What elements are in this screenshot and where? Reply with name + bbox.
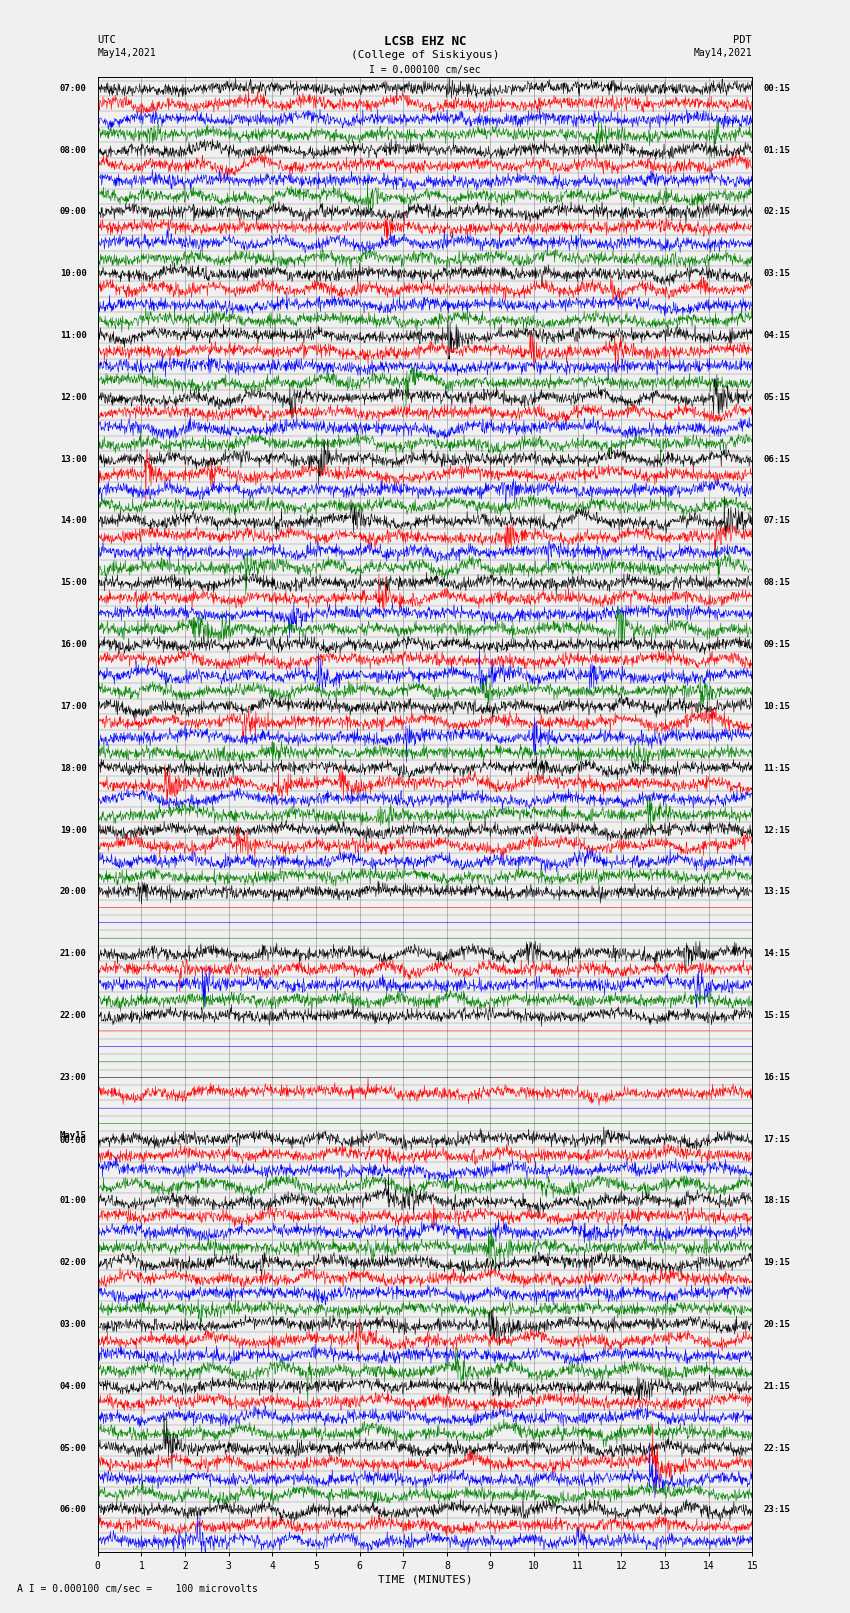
Text: 08:15: 08:15 <box>763 577 790 587</box>
Text: 14:00: 14:00 <box>60 516 87 526</box>
Text: UTC: UTC <box>98 35 116 45</box>
Text: 02:00: 02:00 <box>60 1258 87 1268</box>
Text: 05:15: 05:15 <box>763 394 790 402</box>
Text: 14:15: 14:15 <box>763 948 790 958</box>
Text: A I = 0.000100 cm/sec =    100 microvolts: A I = 0.000100 cm/sec = 100 microvolts <box>17 1584 258 1594</box>
Text: 16:00: 16:00 <box>60 640 87 648</box>
Text: 12:00: 12:00 <box>60 394 87 402</box>
Text: 13:00: 13:00 <box>60 455 87 463</box>
Text: 21:00: 21:00 <box>60 948 87 958</box>
Text: 20:15: 20:15 <box>763 1319 790 1329</box>
Text: 11:00: 11:00 <box>60 331 87 340</box>
Text: 19:00: 19:00 <box>60 826 87 834</box>
Text: 07:15: 07:15 <box>763 516 790 526</box>
Text: 21:15: 21:15 <box>763 1382 790 1390</box>
Text: 09:15: 09:15 <box>763 640 790 648</box>
Text: 08:00: 08:00 <box>60 145 87 155</box>
Text: 00:00: 00:00 <box>60 1136 87 1145</box>
Text: 07:00: 07:00 <box>60 84 87 92</box>
Text: 05:00: 05:00 <box>60 1444 87 1453</box>
X-axis label: TIME (MINUTES): TIME (MINUTES) <box>377 1574 473 1586</box>
Text: 15:00: 15:00 <box>60 577 87 587</box>
Text: 18:00: 18:00 <box>60 763 87 773</box>
Text: 11:15: 11:15 <box>763 763 790 773</box>
Text: May14,2021: May14,2021 <box>98 48 156 58</box>
Text: 06:00: 06:00 <box>60 1505 87 1515</box>
Text: 06:15: 06:15 <box>763 455 790 463</box>
Text: 13:15: 13:15 <box>763 887 790 897</box>
Text: 04:00: 04:00 <box>60 1382 87 1390</box>
Text: 22:00: 22:00 <box>60 1011 87 1019</box>
Text: 00:15: 00:15 <box>763 84 790 92</box>
Text: 01:00: 01:00 <box>60 1197 87 1205</box>
Text: PDT: PDT <box>734 35 752 45</box>
Text: 02:15: 02:15 <box>763 208 790 216</box>
Text: I = 0.000100 cm/sec: I = 0.000100 cm/sec <box>369 65 481 74</box>
Text: LCSB EHZ NC: LCSB EHZ NC <box>383 35 467 48</box>
Text: (College of Siskiyous): (College of Siskiyous) <box>351 50 499 60</box>
Text: 20:00: 20:00 <box>60 887 87 897</box>
Text: 23:00: 23:00 <box>60 1073 87 1082</box>
Text: 16:15: 16:15 <box>763 1073 790 1082</box>
Text: 03:15: 03:15 <box>763 269 790 277</box>
Text: 17:15: 17:15 <box>763 1134 790 1144</box>
Text: 22:15: 22:15 <box>763 1444 790 1453</box>
Text: 10:15: 10:15 <box>763 702 790 711</box>
Text: 15:15: 15:15 <box>763 1011 790 1019</box>
Text: 03:00: 03:00 <box>60 1319 87 1329</box>
Text: 19:15: 19:15 <box>763 1258 790 1268</box>
Text: 17:00: 17:00 <box>60 702 87 711</box>
Text: 09:00: 09:00 <box>60 208 87 216</box>
Text: 10:00: 10:00 <box>60 269 87 277</box>
Text: 01:15: 01:15 <box>763 145 790 155</box>
Text: May15: May15 <box>60 1131 87 1140</box>
Text: 23:15: 23:15 <box>763 1505 790 1515</box>
Text: 12:15: 12:15 <box>763 826 790 834</box>
Text: 18:15: 18:15 <box>763 1197 790 1205</box>
Text: 04:15: 04:15 <box>763 331 790 340</box>
Text: May14,2021: May14,2021 <box>694 48 752 58</box>
